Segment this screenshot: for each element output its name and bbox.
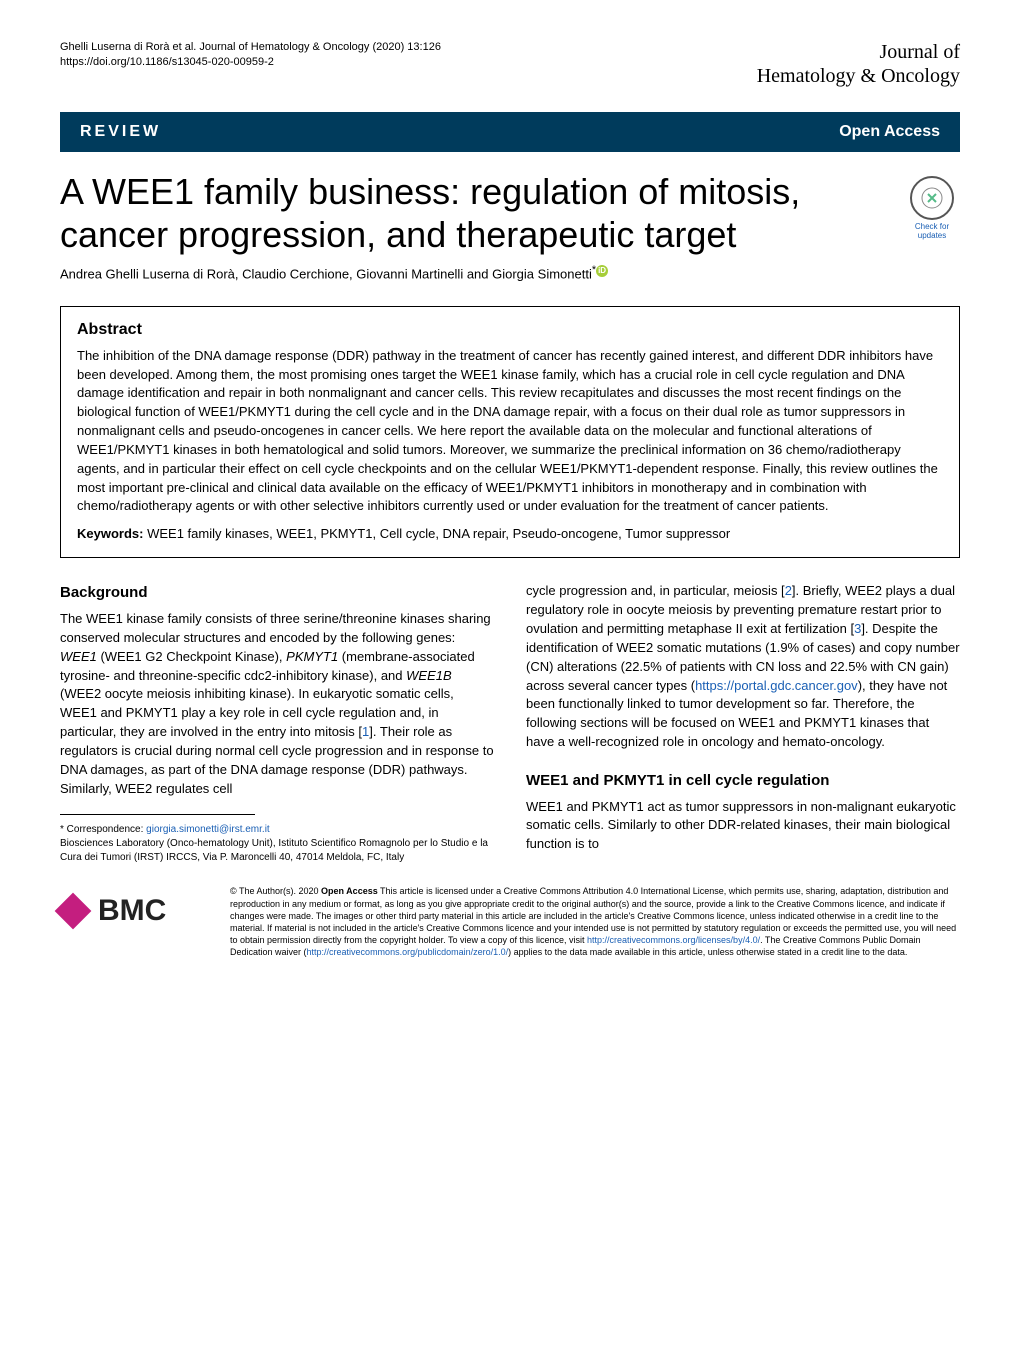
crossmark-icon <box>910 176 954 220</box>
authors-text: Andrea Ghelli Luserna di Rorà, Claudio C… <box>60 267 592 282</box>
section2-heading: WEE1 and PKMYT1 in cell cycle regulation <box>526 770 960 792</box>
license-d: ) applies to the data made available in … <box>508 947 907 957</box>
abstract-box: Abstract The inhibition of the DNA damag… <box>60 306 960 559</box>
col2-text-a: cycle progression and, in particular, me… <box>526 583 785 598</box>
citation-block: Ghelli Luserna di Rorà et al. Journal of… <box>60 40 441 71</box>
journal-line1: Journal of <box>757 40 960 64</box>
correspondence-affiliation: Biosciences Laboratory (Onco-hematology … <box>60 838 488 863</box>
abstract-text: The inhibition of the DNA damage respons… <box>77 347 943 517</box>
running-header: Ghelli Luserna di Rorà et al. Journal of… <box>60 40 960 88</box>
correspondence-block: * Correspondence: giorgia.simonetti@irst… <box>60 823 494 865</box>
open-access-label: Open Access <box>839 123 960 141</box>
background-heading: Background <box>60 582 494 604</box>
keywords-text: WEE1 family kinases, WEE1, PKMYT1, Cell … <box>143 526 730 541</box>
footnote-divider <box>60 814 255 815</box>
right-column: cycle progression and, in particular, me… <box>526 582 960 865</box>
article-type-label: REVIEW <box>60 112 181 152</box>
journal-name: Journal of Hematology & Oncology <box>757 40 960 88</box>
gdc-url[interactable]: https://portal.gdc.cancer.gov <box>695 678 858 693</box>
article-type-banner: REVIEW Open Access <box>60 112 960 152</box>
bmc-logo: BMC <box>60 885 210 937</box>
doi-text: https://doi.org/10.1186/s13045-020-00959… <box>60 55 441 70</box>
gene-wee1b: WEE1B <box>406 668 452 683</box>
gene-pkmyt1: PKMYT1 <box>286 649 338 664</box>
license-url-1[interactable]: http://creativecommons.org/licenses/by/4… <box>587 935 760 945</box>
right-col-paragraph: cycle progression and, in particular, me… <box>526 582 960 752</box>
background-paragraph: The WEE1 kinase family consists of three… <box>60 610 494 798</box>
check-updates-badge[interactable]: Check for updates <box>904 176 960 240</box>
license-url-2[interactable]: http://creativecommons.org/publicdomain/… <box>307 947 509 957</box>
article-title: A WEE1 family business: regulation of mi… <box>60 170 860 256</box>
body-columns: Background The WEE1 kinase family consis… <box>60 582 960 865</box>
license-open-access: Open Access <box>321 886 378 896</box>
citation-text: Ghelli Luserna di Rorà et al. Journal of… <box>60 40 441 55</box>
section2-paragraph: WEE1 and PKMYT1 act as tumor suppressors… <box>526 798 960 855</box>
correspondence-email[interactable]: giorgia.simonetti@irst.emr.it <box>146 824 270 835</box>
orcid-icon[interactable]: iD <box>596 265 608 277</box>
authors-line: Andrea Ghelli Luserna di Rorà, Claudio C… <box>60 264 960 281</box>
license-text: © The Author(s). 2020 Open Access This a… <box>230 885 960 958</box>
license-footer: BMC © The Author(s). 2020 Open Access Th… <box>60 885 960 958</box>
journal-line2: Hematology & Oncology <box>757 64 960 88</box>
correspondence-label: * Correspondence: <box>60 824 146 835</box>
bg-text-a: The WEE1 kinase family consists of three… <box>60 611 491 645</box>
check-updates-label: Check for updates <box>904 222 960 240</box>
keywords-label: Keywords: <box>77 526 143 541</box>
gene-wee1: WEE1 <box>60 649 97 664</box>
license-a: © The Author(s). 2020 <box>230 886 321 896</box>
abstract-heading: Abstract <box>77 321 943 339</box>
bmc-square-icon <box>55 893 92 930</box>
bmc-text: BMC <box>98 894 166 928</box>
ref-2[interactable]: 2 <box>785 583 792 598</box>
bg-text-b: (WEE1 G2 Checkpoint Kinase), <box>97 649 286 664</box>
keywords-line: Keywords: WEE1 family kinases, WEE1, PKM… <box>77 526 943 541</box>
left-column: Background The WEE1 kinase family consis… <box>60 582 494 865</box>
